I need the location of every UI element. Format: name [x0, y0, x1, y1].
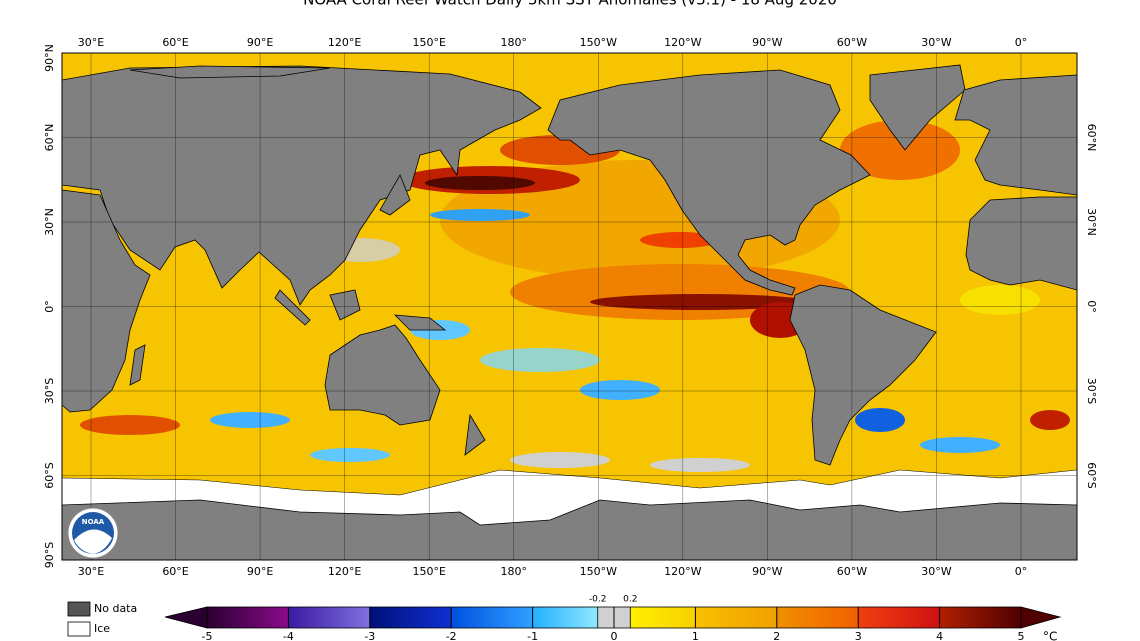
map-frame [61, 52, 1078, 561]
colorbar-tick-label: -1 [527, 630, 538, 641]
lat-label-right: 60°N [1085, 124, 1098, 152]
lat-label-left: 30°N [43, 208, 56, 236]
australia [324, 324, 441, 426]
legend-label: Ice [94, 622, 110, 635]
colorbar-inner-label: -0.2 [589, 595, 607, 605]
south-america [789, 284, 937, 466]
lon-label-bottom: 180° [500, 565, 527, 578]
lon-label-top: 30°E [78, 36, 104, 49]
colorbar-tick-label: 4 [936, 630, 943, 641]
north-america [547, 69, 871, 296]
colorbar-inner-label: 0.2 [623, 595, 637, 605]
europe [954, 74, 1077, 196]
lat-label-left: 90°S [43, 542, 56, 568]
lat-label-right: 60°S [1085, 462, 1098, 488]
logo-text: NOAA [82, 518, 105, 526]
lon-label-top: 60°W [837, 36, 867, 49]
legend-swatch-ice [67, 621, 91, 637]
land [62, 64, 1077, 466]
map-area [62, 53, 1077, 560]
lat-label-left: 30°S [43, 378, 56, 404]
colorbar-tick-label: -3 [364, 630, 375, 641]
lat-label-right: 0° [1085, 300, 1098, 313]
lon-label-bottom: 150°W [580, 565, 617, 578]
lon-label-bottom: 60°E [162, 565, 188, 578]
lon-label-top: 120°E [328, 36, 361, 49]
new-guinea [393, 314, 447, 331]
legend-label: No data [94, 602, 137, 615]
lat-label-left: 90°N [43, 44, 56, 72]
graticule [62, 53, 1077, 560]
lon-label-top: 0° [1015, 36, 1028, 49]
eurasia [62, 65, 542, 306]
africa [62, 189, 151, 413]
colorbar-tick-label: 5 [1018, 630, 1025, 641]
colorbar-unit: °C [1043, 630, 1057, 641]
lon-label-bottom: 120°W [664, 565, 701, 578]
noaa-logo: NOAA [67, 507, 119, 559]
colorbar-tick-label: 3 [855, 630, 862, 641]
lat-label-left: 0° [43, 300, 56, 313]
lon-label-bottom: 60°W [837, 565, 867, 578]
lon-label-bottom: 150°E [412, 565, 445, 578]
colorbar-tick-label: 1 [692, 630, 699, 641]
lon-label-bottom: 90°W [752, 565, 782, 578]
lon-label-bottom: 30°W [921, 565, 951, 578]
west-africa [965, 196, 1077, 291]
lon-label-top: 60°E [162, 36, 188, 49]
colorbar-ticks: -5 -4 -3 -2 -1 0 1 2 3 4 5 -0.2 0.2 °C [202, 595, 1058, 641]
legend-swatch-no-data [67, 601, 91, 617]
antarctica [62, 499, 1077, 560]
lon-label-top: 150°E [412, 36, 445, 49]
lon-label-bottom: 30°E [78, 565, 104, 578]
borneo [329, 289, 361, 321]
lat-label-right: 30°S [1085, 378, 1098, 404]
colorbar-tick-label: -4 [283, 630, 294, 641]
colorbar-tick-label: -5 [202, 630, 213, 641]
colorbar-tick-label: 2 [773, 630, 780, 641]
lon-label-top: 150°W [580, 36, 617, 49]
lon-label-top: 180° [500, 36, 527, 49]
lon-label-top: 90°E [247, 36, 273, 49]
colorbar-tick-label: -2 [446, 630, 457, 641]
colorbar [164, 606, 1062, 629]
lat-label-right: 30°N [1085, 208, 1098, 236]
lon-label-bottom: 120°E [328, 565, 361, 578]
japan [379, 174, 411, 216]
lon-label-top: 30°W [921, 36, 951, 49]
madagascar [129, 344, 146, 386]
lat-label-left: 60°N [43, 124, 56, 152]
new-zealand [464, 413, 486, 456]
lon-label-top: 120°W [664, 36, 701, 49]
lon-label-top: 90°W [752, 36, 782, 49]
lon-label-bottom: 90°E [247, 565, 273, 578]
arctic-islands [129, 65, 331, 79]
lon-label-bottom: 0° [1015, 565, 1028, 578]
greenland [869, 64, 966, 151]
map-title: NOAA Coral Reef Watch Daily 5km SST Anom… [303, 0, 837, 9]
colorbar-tick-label: 0 [611, 630, 618, 641]
lat-label-left: 60°S [43, 462, 56, 488]
sumatra [274, 289, 311, 326]
